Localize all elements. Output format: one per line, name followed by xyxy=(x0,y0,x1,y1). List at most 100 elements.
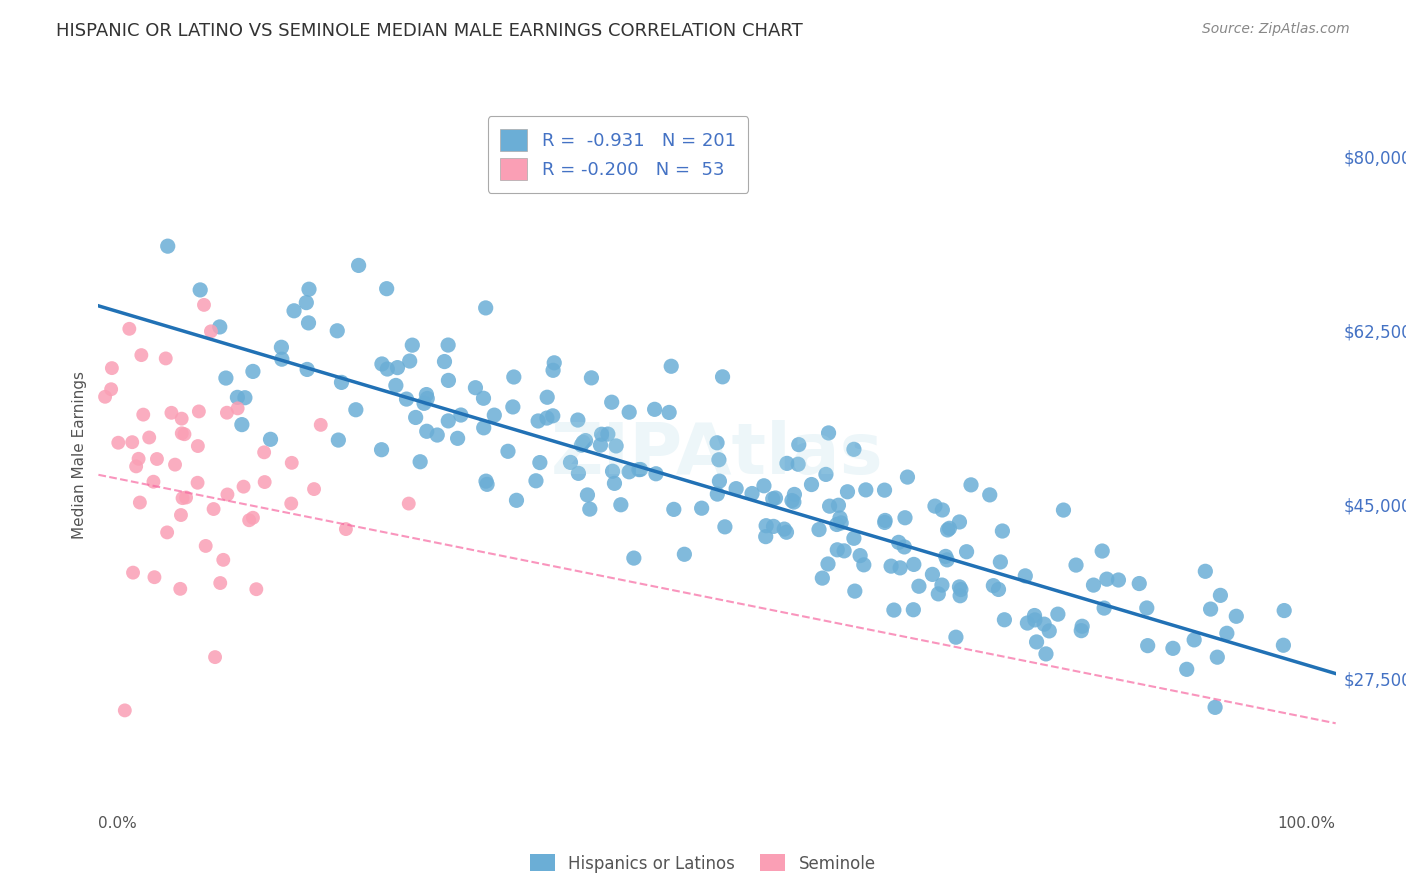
Point xyxy=(375,362,398,376)
Point xyxy=(121,435,143,450)
Point xyxy=(132,408,155,422)
Point xyxy=(253,445,276,459)
Legend: Hispanics or Latinos, Seminole: Hispanics or Latinos, Seminole xyxy=(523,847,883,880)
Point xyxy=(433,354,456,368)
Point xyxy=(1070,624,1092,638)
Point xyxy=(253,475,276,489)
Point xyxy=(762,491,785,506)
Point xyxy=(505,493,527,508)
Point xyxy=(605,439,627,453)
Point xyxy=(232,480,254,494)
Point xyxy=(122,566,145,580)
Point xyxy=(217,487,239,501)
Point xyxy=(603,476,626,491)
Point xyxy=(644,402,666,417)
Point xyxy=(849,549,872,563)
Point xyxy=(938,521,960,535)
Point xyxy=(936,553,959,567)
Point xyxy=(172,491,194,505)
Point xyxy=(409,455,432,469)
Text: 0.0%: 0.0% xyxy=(98,816,138,831)
Point xyxy=(991,524,1014,538)
Point xyxy=(1046,607,1069,622)
Y-axis label: Median Male Earnings: Median Male Earnings xyxy=(72,371,87,539)
Point xyxy=(1161,641,1184,656)
Point xyxy=(567,413,589,427)
Point xyxy=(416,425,439,439)
Point xyxy=(437,338,460,352)
Point xyxy=(209,576,232,591)
Point xyxy=(572,435,595,450)
Point xyxy=(828,511,851,525)
Point xyxy=(1216,626,1239,640)
Point xyxy=(1182,632,1205,647)
Point xyxy=(979,488,1001,502)
Point xyxy=(873,516,896,530)
Point xyxy=(825,517,848,532)
Point xyxy=(873,483,896,497)
Point xyxy=(187,475,209,490)
Point xyxy=(600,395,623,409)
Point xyxy=(787,437,810,451)
Point xyxy=(415,387,437,401)
Point xyxy=(1199,602,1222,616)
Point xyxy=(101,361,124,376)
Point xyxy=(437,373,460,387)
Point xyxy=(160,406,183,420)
Point xyxy=(170,411,193,425)
Point xyxy=(887,535,910,549)
Point xyxy=(983,579,1005,593)
Point xyxy=(536,390,558,404)
Point xyxy=(817,557,839,571)
Point xyxy=(156,525,179,540)
Point xyxy=(295,295,318,310)
Point xyxy=(1083,578,1105,592)
Point xyxy=(187,404,209,418)
Point xyxy=(125,459,148,474)
Point xyxy=(1024,613,1046,627)
Point xyxy=(280,497,302,511)
Point xyxy=(837,484,859,499)
Point xyxy=(472,421,495,435)
Text: ZIPAtlas: ZIPAtlas xyxy=(551,420,883,490)
Point xyxy=(226,401,249,416)
Text: HISPANIC OR LATINO VS SEMINOLE MEDIAN MALE EARNINGS CORRELATION CHART: HISPANIC OR LATINO VS SEMINOLE MEDIAN MA… xyxy=(56,22,803,40)
Point xyxy=(475,474,498,488)
Point xyxy=(231,417,253,432)
Point xyxy=(808,523,831,537)
Point xyxy=(371,357,394,371)
Point xyxy=(948,580,970,594)
Point xyxy=(1014,569,1036,583)
Legend: R =  -0.931   N = 201, R = -0.200   N =  53: R = -0.931 N = 201, R = -0.200 N = 53 xyxy=(488,116,748,193)
Point xyxy=(233,391,256,405)
Point xyxy=(560,455,582,469)
Point xyxy=(496,444,519,458)
Point xyxy=(1071,619,1094,633)
Point xyxy=(571,438,593,452)
Point xyxy=(707,452,730,467)
Point xyxy=(988,555,1011,569)
Point xyxy=(903,558,925,572)
Point xyxy=(142,475,165,489)
Point xyxy=(814,467,837,482)
Point xyxy=(173,427,195,442)
Point xyxy=(949,589,972,603)
Point xyxy=(830,516,852,530)
Point xyxy=(1035,647,1057,661)
Point xyxy=(1128,576,1150,591)
Point xyxy=(762,519,785,533)
Point xyxy=(138,430,160,444)
Point xyxy=(426,428,449,442)
Point xyxy=(627,462,650,476)
Point xyxy=(673,547,696,561)
Point xyxy=(924,499,946,513)
Point xyxy=(908,579,931,593)
Point xyxy=(146,452,169,467)
Point xyxy=(1206,650,1229,665)
Point xyxy=(948,515,970,529)
Point xyxy=(589,438,612,452)
Point xyxy=(783,487,806,501)
Point xyxy=(387,360,409,375)
Point xyxy=(375,282,398,296)
Point xyxy=(238,513,260,527)
